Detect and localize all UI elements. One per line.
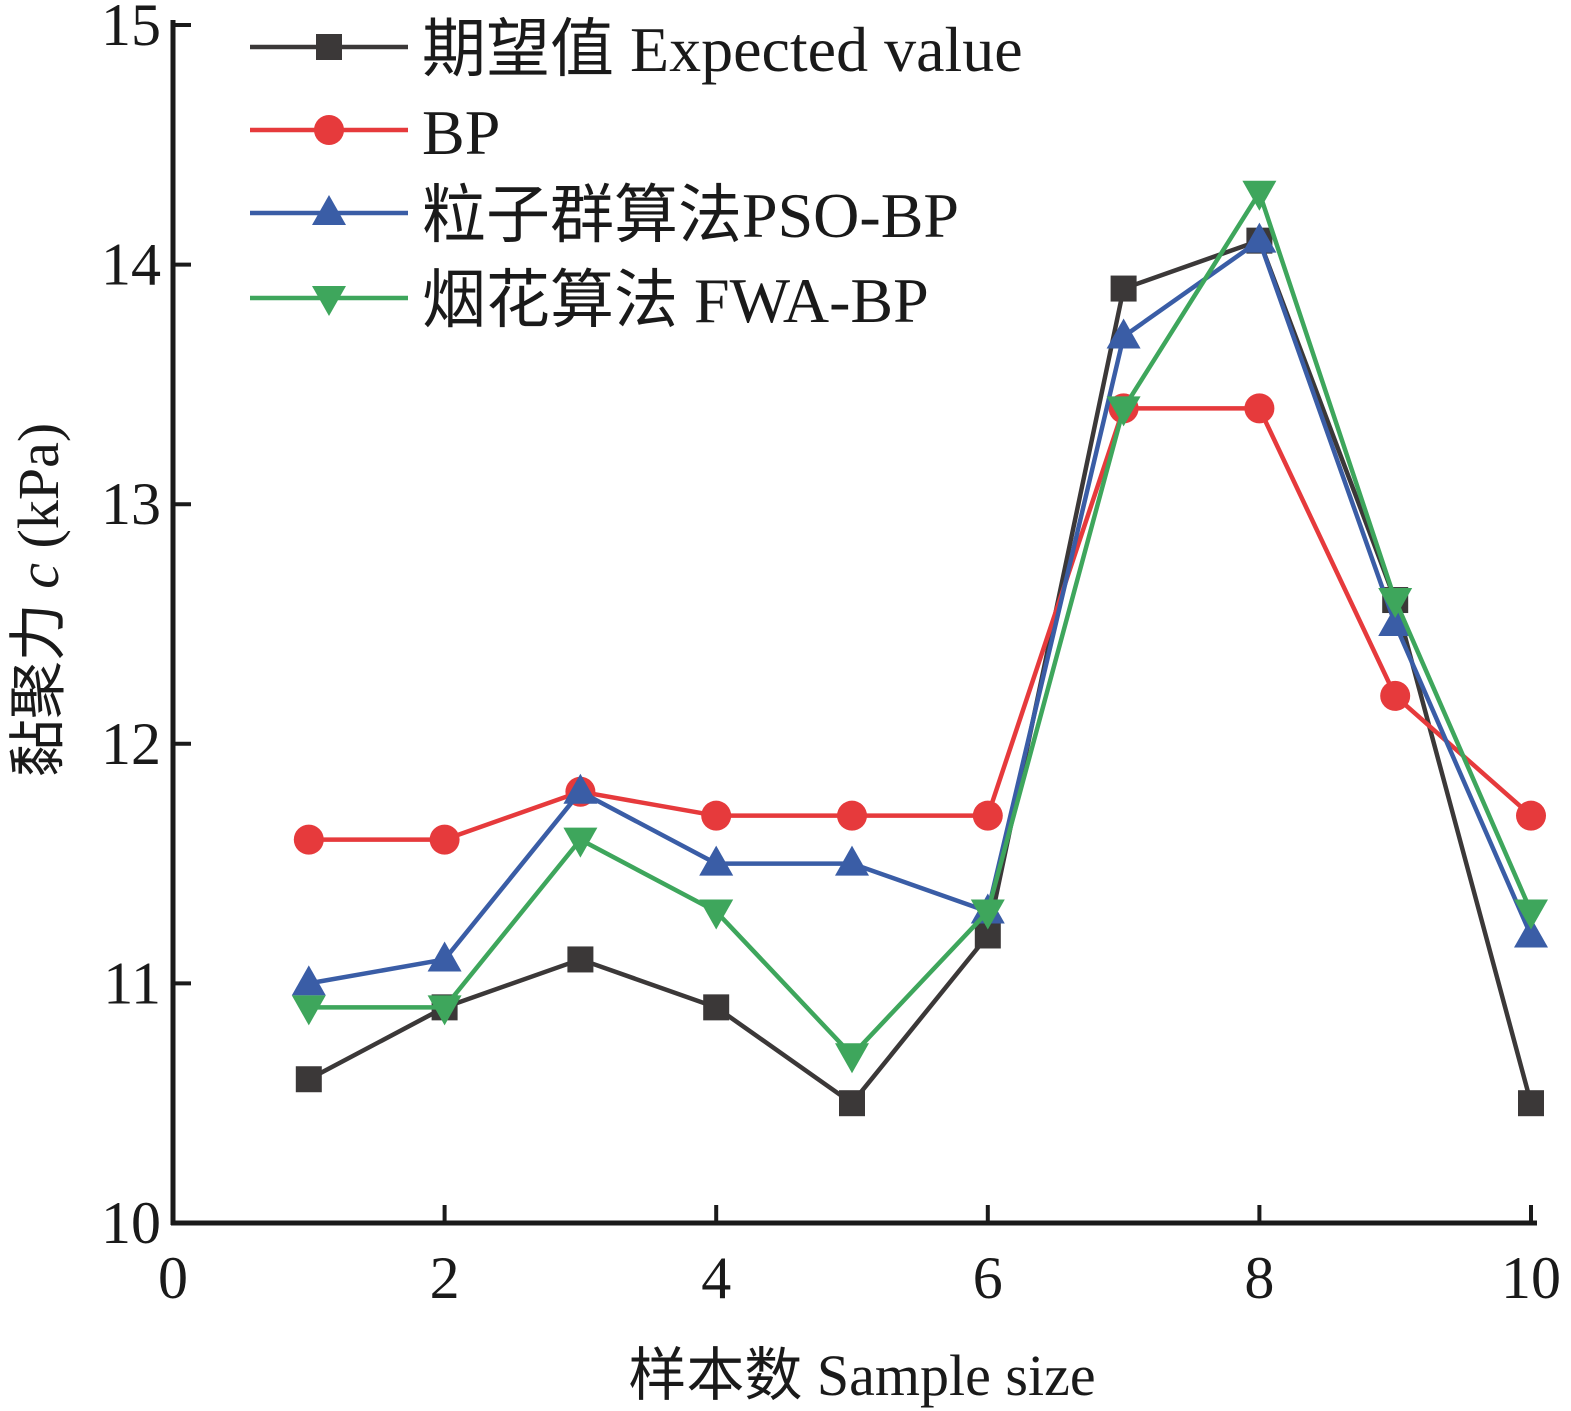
data-point (567, 946, 594, 973)
data-point (839, 1090, 865, 1117)
legend-marker (314, 115, 344, 145)
data-point (837, 800, 867, 831)
y-tick-label: 13 (101, 471, 161, 537)
data-point (429, 824, 460, 855)
data-point (835, 845, 869, 876)
data-point (701, 800, 732, 831)
data-point (291, 995, 326, 1026)
legend-item: 粒子群算法PSO-BP (250, 180, 959, 251)
data-point (291, 965, 326, 996)
series-line (308, 238, 1534, 986)
series-line (308, 190, 1534, 1058)
data-point (1518, 1090, 1544, 1117)
data-point (1106, 318, 1141, 349)
data-point (835, 1043, 869, 1074)
y-axis-label: 黏聚力 c (kPa) (6, 423, 71, 777)
data-point (703, 994, 730, 1021)
x-tick-label: 2 (430, 1245, 460, 1311)
data-point (1514, 917, 1548, 948)
legend-item: 期望值 Expected value (250, 14, 1023, 85)
data-point (1378, 606, 1413, 636)
legend-marker (312, 286, 346, 316)
axes: 0 2 4 6 8 10 10 11 12 13 14 15 (101, 0, 1561, 1311)
series-1 (293, 393, 1546, 855)
data-point (972, 800, 1003, 831)
data-point (1110, 275, 1137, 302)
y-tick-label: 12 (101, 711, 161, 777)
series-3 (291, 180, 1548, 1074)
legend-label: BP (422, 97, 500, 168)
data-point (427, 995, 462, 1026)
data-point (295, 1066, 322, 1093)
data-point (1106, 396, 1141, 427)
x-tick-label: 4 (701, 1245, 731, 1311)
x-tick-label: 0 (158, 1245, 188, 1311)
data-point (1242, 180, 1277, 211)
series-group (291, 180, 1548, 1117)
legend-label: 烟花算法 FWA-BP (422, 265, 929, 336)
series-line (307, 238, 1534, 1106)
data-point (1378, 588, 1413, 619)
legend-marker (312, 195, 346, 225)
series-2 (291, 222, 1548, 996)
x-tick-label: 6 (973, 1245, 1003, 1311)
data-point (1516, 800, 1546, 831)
legend-marker (316, 34, 342, 60)
y-tick-label: 15 (101, 0, 161, 58)
legend: 期望值 Expected value BP 粒子群算法PSO-BP 烟花算法 FWA-… (250, 14, 1023, 336)
data-point (699, 899, 734, 930)
legend-item: 烟花算法 FWA-BP (250, 265, 929, 336)
data-point (1514, 899, 1548, 930)
data-point (1242, 222, 1277, 253)
data-point (293, 824, 324, 855)
data-point (563, 773, 598, 804)
legend-item: BP (250, 97, 500, 168)
x-tick-label: 10 (1501, 1245, 1561, 1311)
y-axis-label-prefix: 黏聚力 (6, 603, 71, 777)
data-point (699, 845, 734, 876)
y-axis-label-var: c (6, 563, 71, 589)
legend-label: 期望值 Expected value (422, 14, 1023, 85)
legend-label: 粒子群算法PSO-BP (422, 180, 959, 251)
data-point (427, 941, 462, 972)
data-point (563, 827, 598, 858)
x-axis-label: 样本数 Sample size (628, 1343, 1095, 1408)
data-point (1244, 393, 1275, 424)
y-tick-label: 14 (101, 232, 161, 298)
y-tick-label: 11 (103, 950, 161, 1016)
data-point (1380, 680, 1411, 711)
data-point (970, 899, 1005, 930)
series-line (308, 406, 1533, 842)
x-tick-label: 8 (1244, 1245, 1274, 1311)
y-axis-label-unit: (kPa) (6, 423, 71, 549)
y-tick-label: 10 (101, 1190, 161, 1256)
